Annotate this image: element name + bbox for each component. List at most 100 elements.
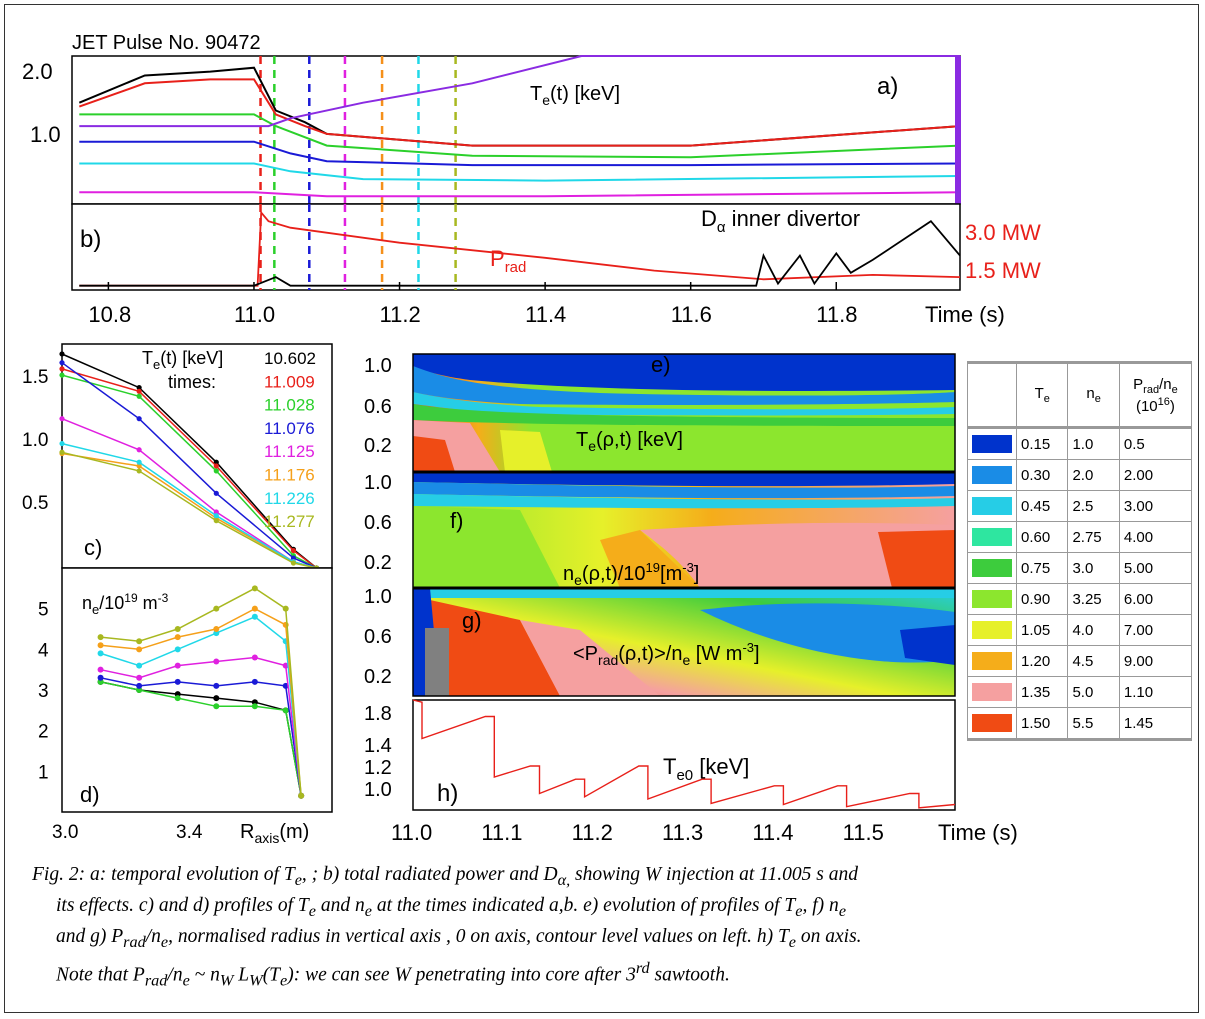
- point-c-3-1: [136, 416, 142, 422]
- panel-h-ytick-3: 1.2: [364, 757, 392, 779]
- point-c-3-2: [213, 490, 219, 496]
- legend-swatch: [967, 521, 1017, 553]
- panel-d-ytick-3: 2: [38, 722, 49, 743]
- point-d-4-4: [251, 613, 258, 620]
- point-d-5-3: [213, 626, 220, 632]
- legend-ne: 1.0: [1067, 427, 1120, 460]
- panel-e-ytick-3: 0.2: [364, 435, 392, 457]
- point-d-5-4: [251, 605, 258, 612]
- panel-d-xtick-2: 3.4: [176, 822, 203, 843]
- panel-a-ytick-2: 2.0: [22, 59, 53, 84]
- point-c-0-2: [213, 459, 219, 465]
- legend-row: 0.45 2.5 3.00: [967, 490, 1193, 522]
- panel-a-label: a): [877, 73, 898, 100]
- legend-row: 1.05 4.0 7.00: [967, 614, 1193, 646]
- point-c-4-0: [59, 416, 65, 422]
- panel-a-traces: [78, 55, 961, 198]
- panel-f-ytick-1: 1.0: [364, 472, 392, 494]
- time-entry-5: 11.176: [264, 466, 315, 485]
- panel-e-label: e): [651, 352, 671, 377]
- point-d-6-3: [213, 605, 220, 612]
- legend-header-row: Te ne Prad/ne (1016): [967, 362, 1193, 428]
- legend-row: 0.60 2.75 4.00: [967, 521, 1193, 553]
- panel-d-xtick-1: 3.0: [52, 822, 78, 843]
- legend-ne: 2.75: [1067, 521, 1120, 553]
- panel-c-times-label: times:: [168, 372, 216, 392]
- panel-d-ytick-0: 5: [38, 600, 49, 621]
- legend-swatch: [967, 490, 1017, 522]
- panel-c-label: c): [84, 535, 102, 560]
- point-c-3-0: [59, 360, 65, 366]
- legend-te: 0.90: [1015, 583, 1069, 615]
- panel-d-ytick-4: 1: [38, 762, 49, 783]
- point-c-7-0: [59, 449, 65, 455]
- panel-h-ytick-2: 1.4: [364, 735, 392, 757]
- point-d-4-0: [97, 650, 104, 657]
- legend-te: 0.75: [1015, 552, 1069, 584]
- top-x-label-5: 11.8: [816, 302, 857, 327]
- panel-a-frame: [71, 55, 961, 205]
- contour-legend-table: Te ne Prad/ne (1016) 0.15 1.0 0.5 0.30 2.0 2.…: [967, 361, 1193, 741]
- panel-g-ytick-3: 0.2: [364, 666, 392, 688]
- point-c-1-1: [136, 388, 142, 394]
- panel-g-ytick-2: 0.6: [364, 626, 392, 648]
- legend-swatch: [967, 552, 1017, 584]
- legend-te: 0.30: [1015, 459, 1069, 491]
- legend-prad: 0.5: [1118, 427, 1193, 460]
- point-c-2-2: [213, 468, 219, 474]
- legend-ne: 2.0: [1067, 459, 1120, 491]
- panel-c-ytick-3: 0.5: [22, 493, 48, 514]
- point-c-1-0: [59, 366, 65, 372]
- trace-a-3: [79, 140, 961, 167]
- trace-b-1: [79, 220, 961, 287]
- point-c-7-1: [136, 468, 142, 474]
- caption-line-1: Fig. 2: a: temporal evolution of Te, ; b…: [32, 864, 858, 889]
- legend-te: 0.15: [1015, 427, 1069, 460]
- panel-c-ytick-2: 1.0: [22, 430, 48, 451]
- point-d-3-0: [97, 666, 104, 673]
- time-entry-2: 11.028: [264, 396, 315, 415]
- legend-swatch: [967, 583, 1017, 615]
- panel-a-quantity: Te(t) [keV]: [530, 83, 620, 108]
- point-d-6-0: [97, 634, 104, 641]
- panel-g-ytick-1: 1.0: [364, 586, 392, 608]
- panel-a-ytick-1: 1.0: [30, 122, 61, 147]
- trace-a-2: [79, 113, 961, 159]
- legend-prad: 7.00: [1118, 614, 1193, 646]
- panel-d-label: d): [80, 782, 100, 807]
- point-c-2-0: [59, 372, 65, 378]
- contour-frame: [412, 353, 956, 697]
- point-d-6-2: [174, 626, 181, 632]
- point-d-2-4: [251, 678, 258, 685]
- scale-3mw: 3.0 MW: [965, 220, 1041, 245]
- point-c-7-3: [290, 560, 297, 566]
- panel-e-title: Te(ρ,t) [keV]: [576, 429, 683, 454]
- legend-ne: 3.25: [1067, 583, 1120, 615]
- caption-line-2: its effects. c) and d) profiles of Te an…: [56, 894, 847, 920]
- point-c-6-1: [136, 459, 142, 465]
- legend-row: 1.35 5.0 1.10: [967, 676, 1193, 708]
- point-d-1-3: [213, 703, 220, 710]
- legend-prad: 9.00: [1118, 645, 1193, 677]
- time-entry-0: 10.602: [264, 349, 316, 368]
- legend-row: 0.90 3.25 6.00: [967, 583, 1193, 615]
- event-markers-b: [259, 204, 457, 290]
- legend-ne: 5.0: [1067, 676, 1120, 708]
- point-d-3-2: [174, 662, 181, 669]
- panel-f-label: f): [450, 508, 463, 533]
- panel-c-ytick-1: 1.5: [22, 367, 48, 388]
- legend-te: 0.45: [1015, 490, 1069, 522]
- bottom-x-label-1: 11.1: [481, 820, 522, 845]
- panel-h-trace: [412, 699, 956, 809]
- panel-e-ytick-2: 0.6: [364, 396, 392, 418]
- panel-c-title: Te(t) [keV]: [142, 348, 223, 372]
- top-x-ticks: [107, 282, 838, 290]
- panel-f-ytick-3: 0.2: [364, 552, 392, 574]
- legend-ne: 4.0: [1067, 614, 1120, 646]
- legend-ne: 3.0: [1067, 552, 1120, 584]
- panel-h-ytick-1: 1.8: [364, 703, 392, 725]
- point-d-6-1: [136, 638, 143, 645]
- panel-f-ytick-2: 0.6: [364, 512, 392, 534]
- panel-b-frame: [71, 203, 961, 291]
- scale-1-5mw: 1.5 MW: [965, 258, 1041, 283]
